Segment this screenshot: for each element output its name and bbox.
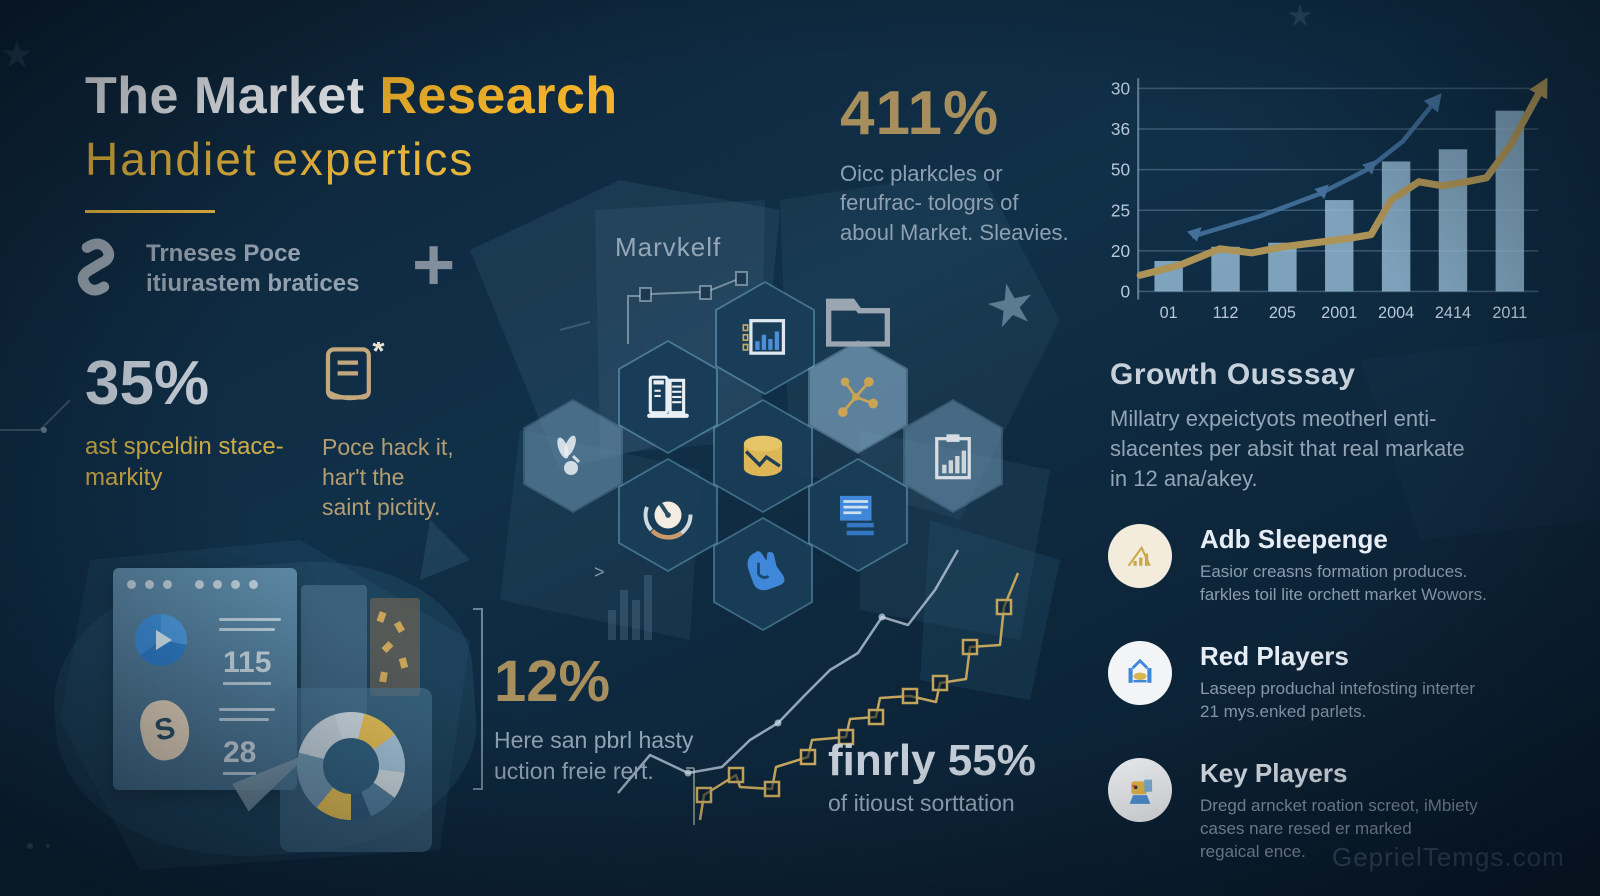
center-label: Marvkelf	[615, 232, 722, 262]
list-item-desc: Easior creasns formation produces. farkl…	[1200, 562, 1487, 604]
brand-line-2: itiurastem bratices	[146, 270, 360, 297]
stat-55-prefix: finrly	[828, 736, 948, 785]
hex-chart-doc	[715, 281, 815, 395]
growth-heading: Growth Ousssay	[1110, 358, 1356, 391]
svg-text:2011: 2011	[1492, 304, 1527, 322]
dashboard-illustration: 115 28 S	[45, 540, 495, 880]
gate-arrow-icon	[1128, 658, 1152, 683]
ribbon-logo-icon	[77, 238, 115, 296]
list-item-desc: Laseep produchal intefosting interter 21…	[1200, 678, 1476, 721]
svg-text:2414: 2414	[1435, 304, 1471, 322]
svg-text:205: 205	[1269, 304, 1296, 322]
list-item-title: Red Players	[1200, 640, 1349, 671]
hex-tools	[523, 399, 623, 513]
svg-text:0: 0	[1120, 282, 1130, 302]
svg-text:2004: 2004	[1378, 304, 1414, 322]
database-icon	[743, 435, 783, 477]
svg-text:25: 25	[1111, 200, 1130, 220]
folder-icon	[826, 298, 890, 347]
browser-card: 115 28 S	[113, 568, 297, 790]
bracket-decoration	[473, 608, 483, 790]
brand-text: Trneses Poce itiurastem bratices	[146, 239, 359, 299]
svg-text:50: 50	[1111, 160, 1130, 180]
metric-28: 28	[223, 736, 257, 775]
watermark: GeprielTemgs.com	[1332, 842, 1565, 872]
svg-text:112: 112	[1213, 304, 1239, 322]
star-shape-small	[1288, 4, 1312, 26]
stat-411: 411% Oicc plarkcles or ferufrac- tologrs…	[840, 78, 1069, 247]
svg-text:*: *	[372, 342, 385, 368]
stat-12-value: 12%	[494, 649, 611, 714]
title-underline	[85, 210, 215, 213]
play-button	[135, 614, 187, 666]
list-item-text: Adb Sleepenge Easior creasns formation p…	[1200, 524, 1487, 607]
scissors-icon	[557, 435, 581, 475]
brand-block: Trneses Poce itiurastem bratices	[70, 238, 359, 300]
text-line	[219, 628, 275, 631]
title-white: The Market	[85, 67, 380, 125]
text-line	[219, 718, 269, 721]
page-subtitle: Handiet expertics	[85, 133, 475, 185]
hex-clipboard	[903, 399, 1003, 513]
svg-text:20: 20	[1111, 241, 1130, 261]
star-shape-faint	[2, 40, 32, 68]
window-dots	[127, 580, 258, 589]
stat-35: 35% ast spceldin stace- markity	[85, 348, 284, 493]
stat-55: finrly 55% of itioust sorttation	[828, 736, 1036, 817]
list-item-text: Red Players Laseep produchal intefosting…	[1200, 641, 1475, 724]
plus-decoration: +	[412, 223, 456, 306]
text-line	[219, 618, 281, 621]
robot-badge	[1108, 757, 1172, 822]
svg-text:30: 30	[1111, 78, 1130, 98]
svg-text:36: 36	[1111, 119, 1130, 139]
donut-hole	[315, 730, 387, 802]
note-block: * Poce hack it, har't the saint pictity.	[322, 333, 512, 523]
text-line	[219, 708, 275, 711]
growth-combo-chart: 30 36 50 25 20 0 01 112 205 2001 2004 2414 2011	[1111, 77, 1548, 322]
clipboard-chart-icon	[935, 434, 971, 480]
svg-text:01: 01	[1160, 304, 1178, 322]
list-item-adb-sleepenge: Adb Sleepenge Easior creasns formation p…	[1108, 524, 1578, 607]
stat-12: 12% Here san pbrl hasty uction freie rer…	[494, 648, 693, 787]
molecule-network-icon	[837, 376, 879, 418]
title-accent: Research	[379, 67, 618, 125]
play-icon	[155, 630, 172, 650]
stat-55-value: 55%	[947, 736, 1036, 785]
stat-35-value: 35%	[85, 349, 210, 418]
growth-paragraph: Millatry expeictyots meotherl enti- slac…	[1110, 406, 1465, 491]
players-list: Adb Sleepenge Easior creasns formation p…	[1108, 524, 1578, 896]
metric-115: 115	[223, 646, 272, 685]
stat-55-caption: of itioust sorttation	[828, 790, 1015, 816]
list-item-red-players: Red Players Laseep produchal intefosting…	[1108, 640, 1578, 724]
stat-411-value: 411%	[840, 79, 1000, 148]
stat-12-desc: Here san pbrl hasty uction freie rert.	[494, 727, 694, 784]
hex-server	[618, 340, 718, 454]
hex-network	[808, 340, 908, 454]
brand-line-1: Trneses Poce	[146, 240, 301, 267]
list-item-title: Adb Sleepenge	[1200, 524, 1388, 554]
stat-411-desc: Oicc plarkcles or ferufrac- tologrs of a…	[840, 161, 1069, 245]
svg-text:2001: 2001	[1321, 304, 1357, 322]
book-note-icon: *	[325, 333, 385, 401]
growth-chart-badge	[1108, 524, 1172, 588]
server-icon	[647, 375, 689, 418]
robot-camera-icon	[1129, 779, 1153, 804]
gate-badge	[1108, 640, 1172, 705]
growth-summary: Growth Ousssay Millatry expeictyots meot…	[1110, 358, 1550, 494]
page-title: The Market Research	[85, 66, 618, 126]
gauge-icon	[643, 490, 693, 540]
s-stone-glyph: S	[135, 695, 195, 765]
list-item-title: Key Players	[1200, 757, 1348, 788]
rising-bars-icon	[1127, 545, 1151, 567]
confetti-panel	[370, 598, 420, 696]
documents-stack-icon	[840, 495, 874, 536]
hex-database	[713, 399, 813, 513]
note-desc: Poce hack it, har't the saint pictity.	[322, 434, 454, 520]
bar-chart-document-icon	[742, 319, 786, 355]
stat-35-desc: ast spceldin stace- markity	[85, 433, 284, 492]
